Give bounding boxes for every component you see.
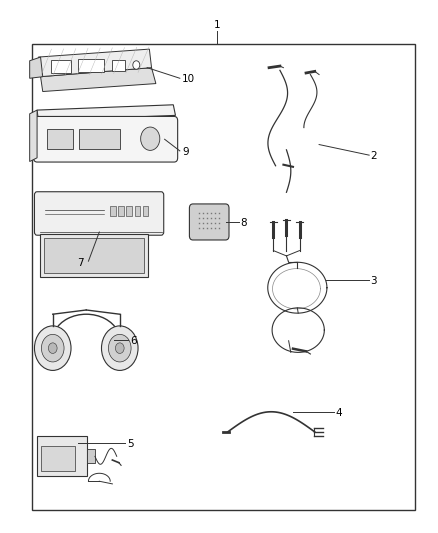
FancyBboxPatch shape — [35, 192, 164, 235]
Text: 2: 2 — [371, 151, 377, 161]
Bar — [40, 233, 148, 277]
Circle shape — [35, 326, 71, 370]
Text: 9: 9 — [182, 147, 189, 157]
Text: 4: 4 — [336, 408, 342, 418]
Bar — [37, 436, 87, 476]
Polygon shape — [30, 110, 37, 161]
Polygon shape — [41, 68, 156, 92]
Bar — [47, 128, 73, 149]
Text: 3: 3 — [371, 276, 377, 286]
Bar — [87, 449, 95, 463]
Bar — [51, 60, 71, 73]
Circle shape — [116, 343, 124, 353]
Bar — [143, 206, 148, 216]
Polygon shape — [37, 105, 176, 120]
Bar — [126, 206, 132, 216]
Circle shape — [133, 61, 140, 69]
Bar — [42, 446, 75, 471]
FancyBboxPatch shape — [34, 116, 178, 162]
Circle shape — [109, 334, 131, 362]
Text: 5: 5 — [127, 439, 133, 449]
Circle shape — [102, 326, 138, 370]
Text: 7: 7 — [78, 258, 84, 268]
Bar — [118, 206, 124, 216]
Bar — [78, 59, 104, 72]
Circle shape — [48, 343, 57, 353]
Text: 6: 6 — [130, 336, 136, 346]
Text: 1: 1 — [213, 20, 220, 30]
Text: 10: 10 — [182, 74, 195, 84]
Circle shape — [141, 127, 160, 150]
Bar — [32, 44, 415, 511]
Text: 8: 8 — [240, 218, 247, 228]
Circle shape — [42, 334, 64, 362]
FancyBboxPatch shape — [189, 204, 229, 240]
Bar — [110, 206, 116, 216]
Polygon shape — [39, 49, 152, 77]
Bar — [79, 128, 120, 149]
Bar — [44, 238, 144, 273]
Bar — [134, 206, 140, 216]
Bar — [113, 60, 125, 71]
Polygon shape — [30, 57, 43, 78]
